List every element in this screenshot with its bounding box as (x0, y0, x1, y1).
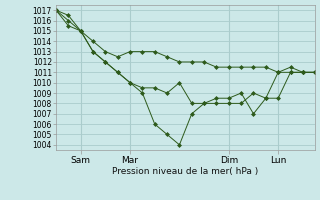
X-axis label: Pression niveau de la mer( hPa ): Pression niveau de la mer( hPa ) (112, 167, 259, 176)
